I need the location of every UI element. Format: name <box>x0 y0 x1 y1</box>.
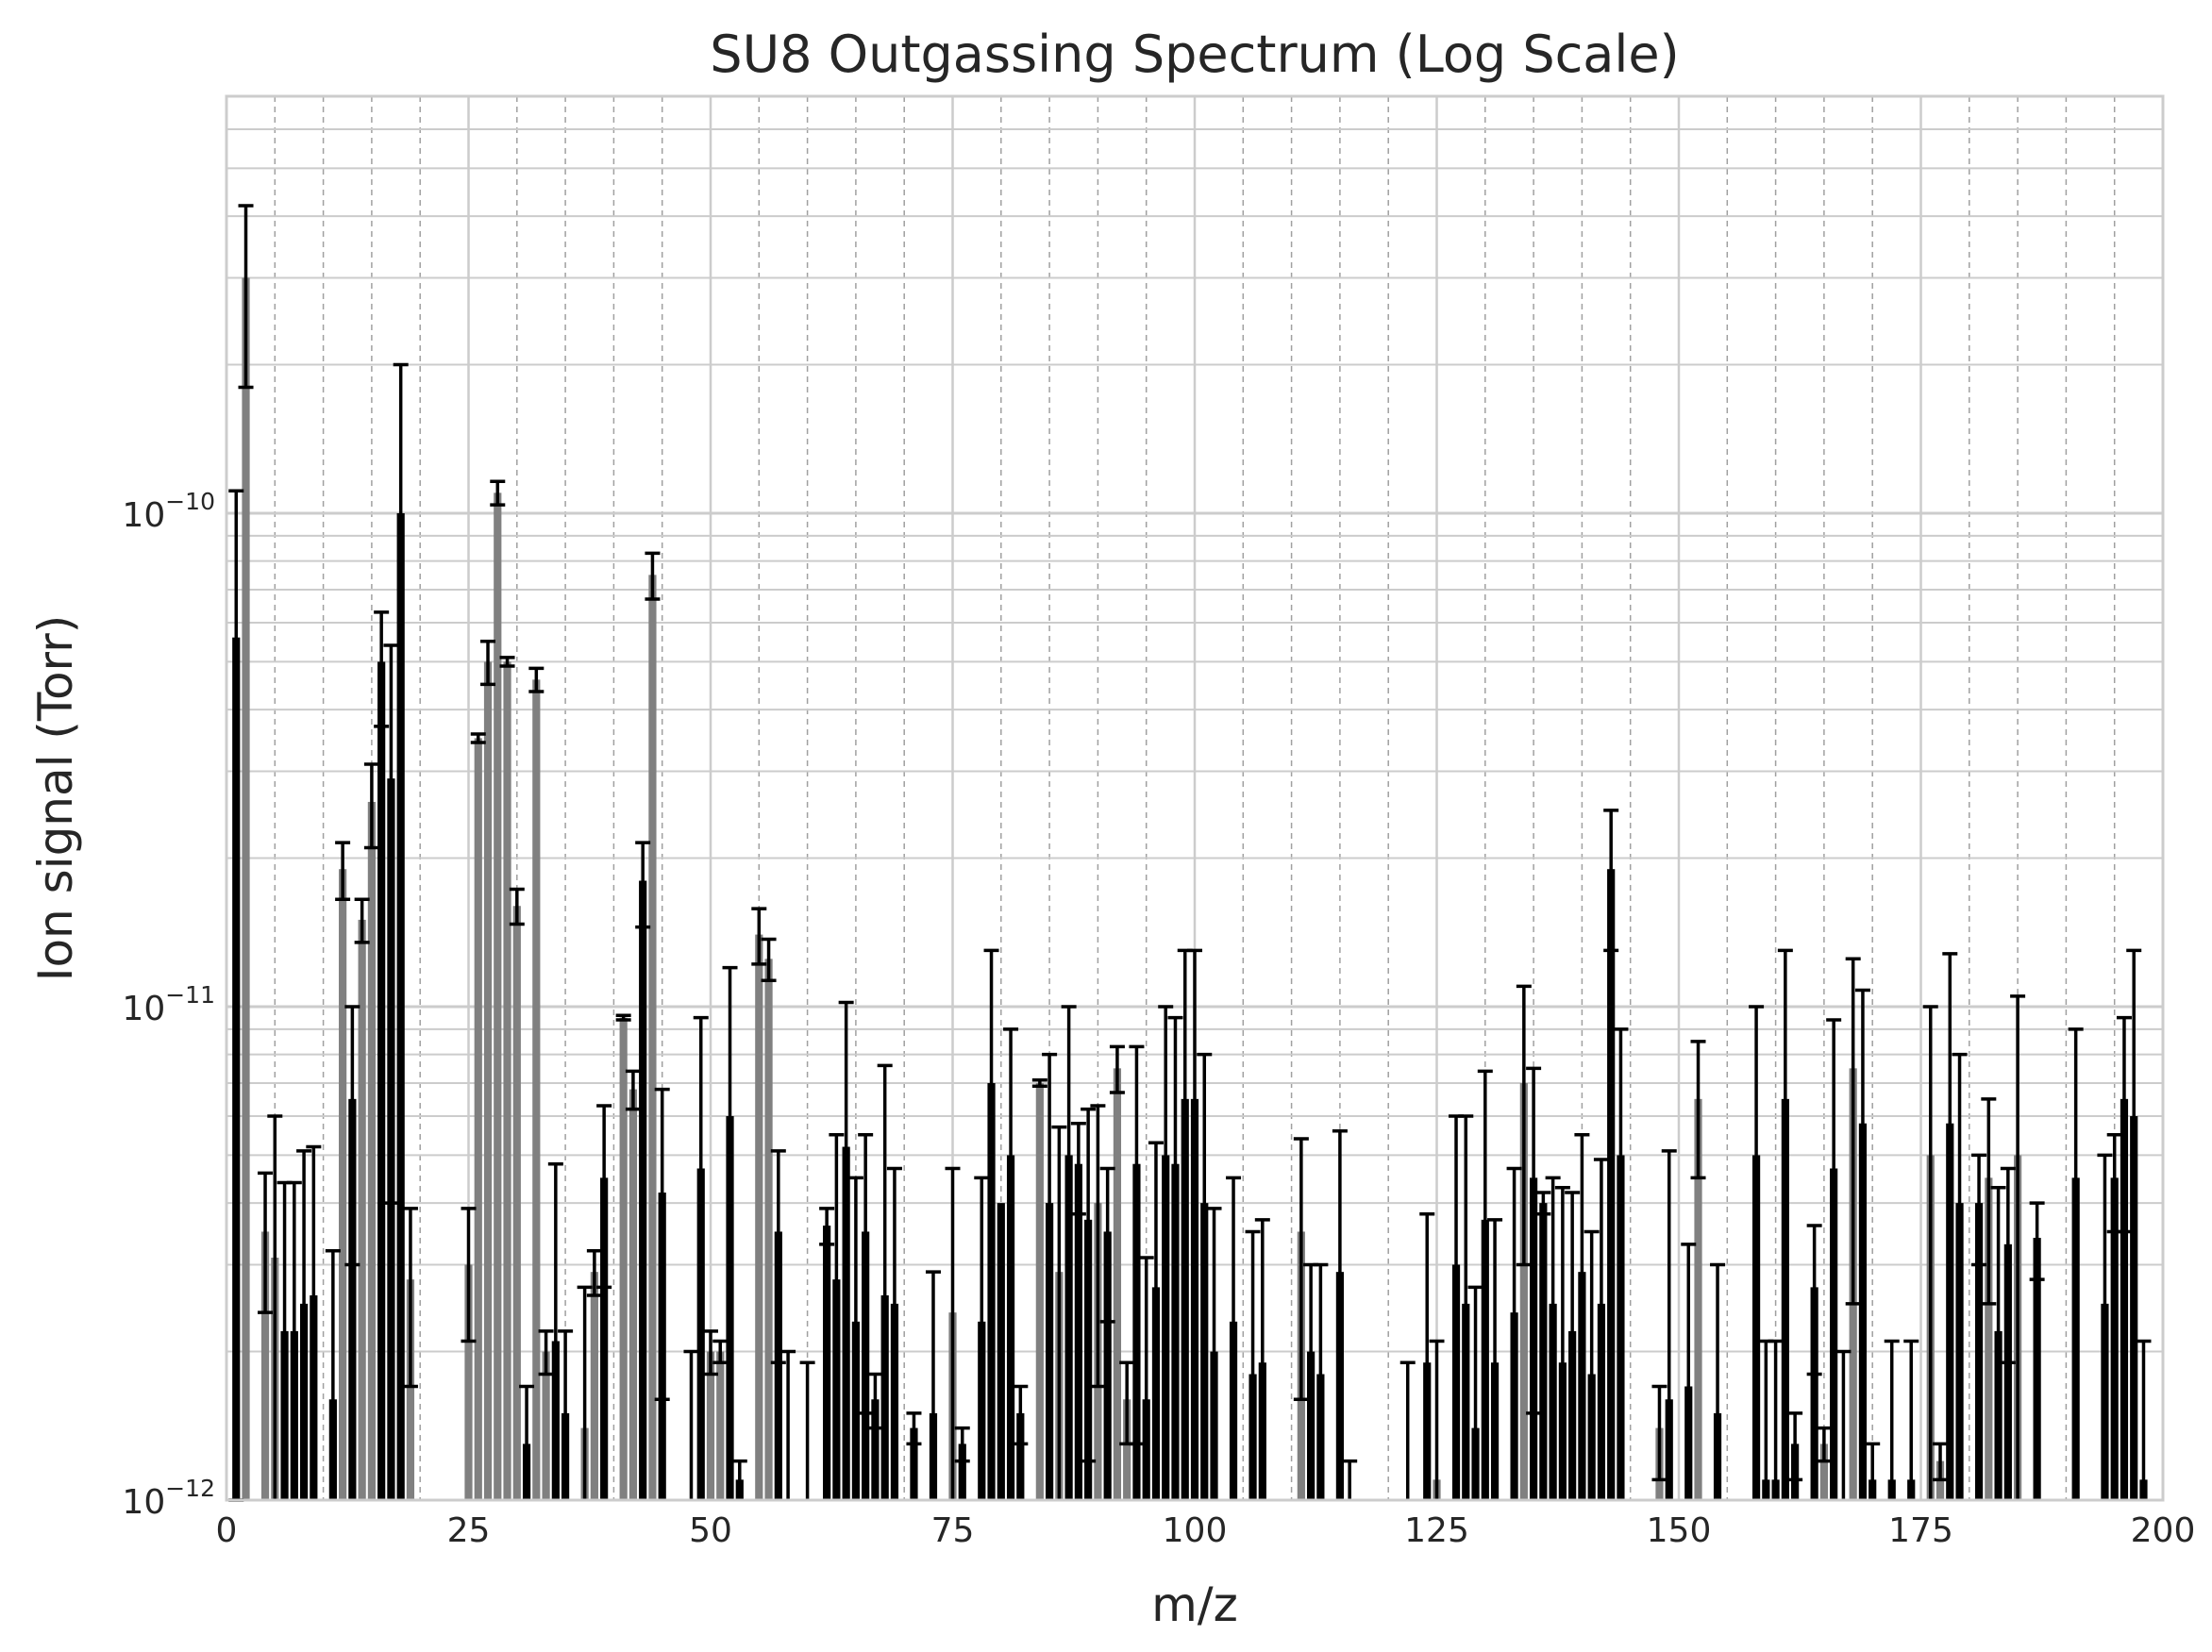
y-tick-exponent: −10 <box>165 488 215 515</box>
bar <box>494 492 502 1500</box>
bar <box>628 1089 638 1500</box>
bar <box>1113 1068 1122 1500</box>
bar <box>532 679 541 1500</box>
y-tick-base: 10 <box>122 496 165 535</box>
x-tick-label: 200 <box>2131 1511 2196 1550</box>
x-tick-label: 50 <box>689 1511 732 1550</box>
bar <box>377 661 386 1500</box>
bar <box>1103 1231 1112 1500</box>
bar <box>474 738 482 1500</box>
bar <box>1819 1443 1829 1500</box>
bar <box>1074 1163 1082 1500</box>
y-tick-base: 10 <box>122 1483 165 1522</box>
x-tick-label: 25 <box>447 1511 491 1550</box>
x-tick-labels: 0 25 50 75 100 125 150 175 200 <box>216 1511 2196 1550</box>
bar <box>639 880 647 1500</box>
bar <box>512 906 521 1500</box>
bar <box>648 575 657 1500</box>
y-tick-label: 10−12 <box>122 1475 215 1522</box>
bar <box>1016 1412 1025 1500</box>
bar <box>600 1177 609 1500</box>
bar <box>1123 1399 1131 1500</box>
errorbars-group <box>228 204 2152 1502</box>
x-axis-title: m/z <box>1151 1577 1238 1632</box>
bar <box>503 661 511 1500</box>
plot-frame <box>225 94 2165 1502</box>
bar <box>1694 1098 1702 1500</box>
bar <box>1539 1203 1548 1500</box>
bar <box>260 1231 270 1500</box>
x-tick-label: 100 <box>1163 1511 1228 1550</box>
x-tick-label: 125 <box>1404 1511 1469 1550</box>
bar <box>871 1399 880 1500</box>
y-tick-exponent: −11 <box>165 981 215 1009</box>
bar <box>358 919 366 1500</box>
bar <box>716 1351 725 1500</box>
bar <box>958 1443 966 1500</box>
x-tick-label: 75 <box>931 1511 975 1550</box>
y-axis-title: Ion signal (Torr) <box>28 615 83 982</box>
y-tick-base: 10 <box>122 990 165 1028</box>
x-tick-label: 0 <box>216 1511 238 1550</box>
bar <box>755 934 763 1500</box>
bar <box>464 1264 473 1500</box>
bar <box>2110 1177 2119 1500</box>
bar <box>2120 1098 2129 1500</box>
y-tick-label: 10−10 <box>122 488 215 535</box>
grid-lines <box>226 96 2163 1500</box>
bar <box>910 1427 918 1500</box>
bar <box>1035 1083 1044 1500</box>
bar <box>367 801 377 1500</box>
bar <box>619 1017 628 1500</box>
bar <box>242 277 250 1501</box>
bar <box>348 1098 357 1500</box>
bar <box>1519 1083 1528 1500</box>
bar <box>1607 869 1616 1500</box>
bar <box>339 869 347 1500</box>
bar <box>764 959 773 1500</box>
bar <box>774 1231 782 1500</box>
x-tick-label: 150 <box>1647 1511 1712 1550</box>
bar <box>1974 1203 1984 1500</box>
bar <box>2033 1238 2041 1500</box>
bar <box>997 1203 1005 1500</box>
bar <box>483 661 493 1500</box>
bar <box>590 1272 598 1500</box>
bar <box>2003 1243 2012 1500</box>
y-tick-exponent: −12 <box>165 1475 215 1502</box>
x-tick-label: 175 <box>1888 1511 1953 1550</box>
bar <box>1810 1287 1818 1500</box>
bar <box>823 1226 831 1500</box>
bar <box>706 1351 715 1500</box>
bar <box>542 1351 550 1500</box>
bar <box>406 1279 415 1500</box>
y-tick-label: 10−11 <box>122 981 215 1028</box>
bar <box>1985 1177 1993 1500</box>
chart-title: SU8 Outgassing Spectrum (Log Scale) <box>710 25 1679 84</box>
